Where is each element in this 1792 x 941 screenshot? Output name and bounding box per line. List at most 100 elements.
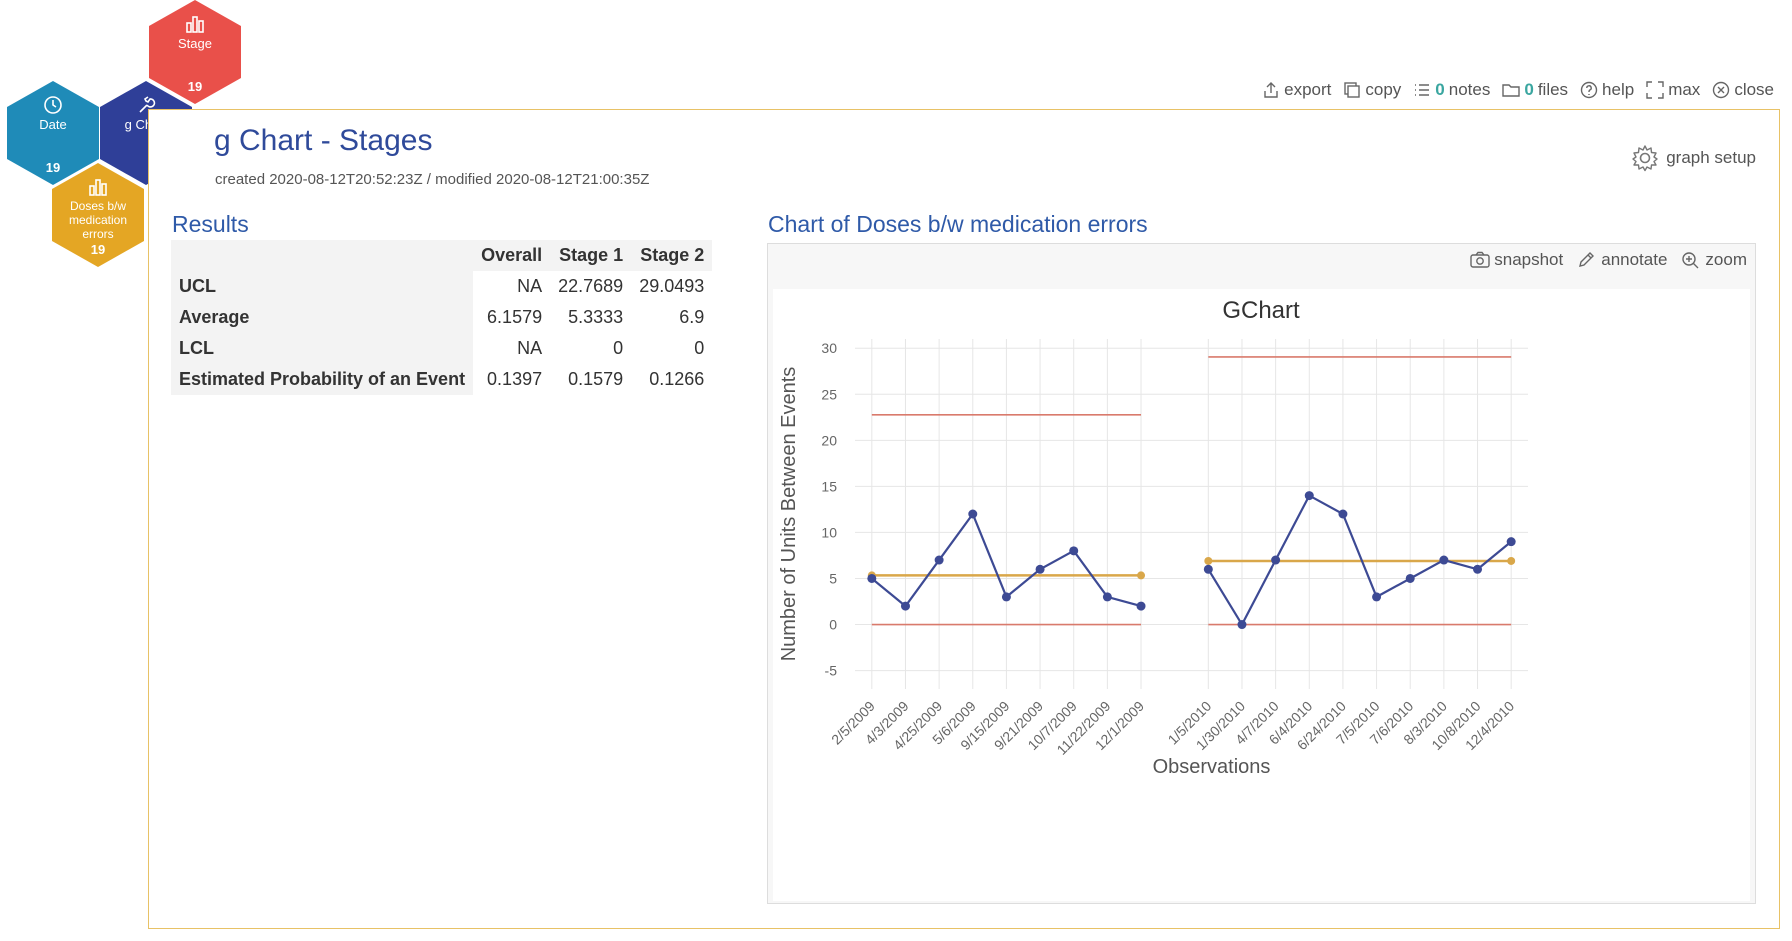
date-hex-count: 19 xyxy=(45,160,61,175)
doses-hex-label-3: errors xyxy=(82,227,114,241)
average-stage1: 5.3333 xyxy=(550,302,632,333)
chart-toolbar: snapshot annotate zoom xyxy=(1470,250,1747,270)
row-label-average: Average xyxy=(171,302,474,333)
graph-setup-button[interactable]: graph setup xyxy=(1630,143,1756,173)
table-row: Average 6.1579 5.3333 6.9 xyxy=(171,302,713,333)
data-point xyxy=(1102,592,1112,602)
y-tick-label: 20 xyxy=(821,432,837,448)
files-button[interactable]: 0 files xyxy=(1502,80,1568,100)
data-point xyxy=(1237,620,1247,630)
page-meta: created 2020-08-12T20:52:23Z / modified … xyxy=(215,171,650,188)
ucl-stage2: 29.0493 xyxy=(631,271,713,302)
data-point xyxy=(1035,564,1045,574)
gear-icon xyxy=(1632,145,1658,172)
stage-hex-node[interactable]: Stage 19 xyxy=(149,0,241,104)
x-axis-label: Observations xyxy=(1153,756,1271,778)
annotate-button[interactable]: annotate xyxy=(1577,250,1667,270)
lcl-stage2: 0 xyxy=(631,333,713,364)
results-header-blank xyxy=(171,240,474,271)
bar-chart-icon xyxy=(89,179,107,196)
results-header-stage2: Stage 2 xyxy=(631,240,713,271)
probability-stage1: 0.1579 xyxy=(550,364,632,395)
data-point xyxy=(1271,555,1281,565)
max-button[interactable]: max xyxy=(1646,80,1700,100)
bar-chart-icon xyxy=(186,16,204,33)
files-label: files xyxy=(1537,80,1569,99)
average-endpoint xyxy=(1507,556,1516,565)
annotate-label: annotate xyxy=(1601,250,1668,269)
data-point xyxy=(867,573,877,583)
pencil-icon xyxy=(1579,252,1595,267)
page-title: g Chart - Stages xyxy=(214,124,433,157)
copy-button[interactable]: copy xyxy=(1343,80,1401,100)
results-table: Overall Stage 1 Stage 2 UCL NA 22.7689 2… xyxy=(171,240,713,395)
wrench-icon xyxy=(139,96,156,113)
chart-section-title: Chart of Doses b/w medication errors xyxy=(768,211,1148,237)
data-point xyxy=(1203,564,1213,574)
list-icon xyxy=(1415,84,1430,96)
export-icon xyxy=(1264,82,1278,98)
y-tick-label: -5 xyxy=(825,663,838,679)
doses-hex-label-2: medication xyxy=(68,213,128,227)
y-tick-label: 25 xyxy=(821,386,837,402)
close-button[interactable]: close xyxy=(1712,80,1774,100)
graph-setup-label: graph setup xyxy=(1666,148,1756,167)
lcl-stage1: 0 xyxy=(550,333,632,364)
notes-button[interactable]: 0 notes xyxy=(1413,80,1490,100)
table-row: UCL NA 22.7689 29.0493 xyxy=(171,271,713,302)
ucl-stage1: 22.7689 xyxy=(550,271,632,302)
row-label-lcl: LCL xyxy=(171,333,474,364)
y-tick-label: 5 xyxy=(829,570,837,586)
export-button[interactable]: export xyxy=(1262,80,1331,100)
probability-stage2: 0.1266 xyxy=(631,364,713,395)
y-tick-label: 0 xyxy=(829,617,837,633)
results-header-stage1: Stage 1 xyxy=(550,240,632,271)
series-line xyxy=(1207,494,1512,627)
data-point xyxy=(968,509,978,519)
data-point xyxy=(1304,491,1314,501)
stage-hex-label: Stage xyxy=(178,36,212,51)
row-label-probability: Estimated Probability of an Event xyxy=(171,364,474,395)
notes-count: 0 xyxy=(1435,80,1445,99)
snapshot-button[interactable]: snapshot xyxy=(1470,250,1563,270)
average-stage2: 6.9 xyxy=(631,302,713,333)
data-point xyxy=(1405,573,1415,583)
y-axis-label: Number of Units Between Events xyxy=(778,367,800,662)
data-point xyxy=(1506,537,1516,547)
data-point xyxy=(1473,564,1483,574)
data-point xyxy=(1136,601,1146,611)
maximize-icon xyxy=(1646,81,1664,99)
data-point xyxy=(1439,555,1449,565)
notes-label: notes xyxy=(1448,80,1491,99)
copy-icon xyxy=(1344,82,1361,98)
zoom-button[interactable]: zoom xyxy=(1681,250,1747,270)
table-row: Estimated Probability of an Event 0.1397… xyxy=(171,364,713,395)
max-label: max xyxy=(1668,80,1701,99)
data-point xyxy=(1069,546,1079,556)
y-tick-label: 30 xyxy=(821,340,837,356)
table-row: LCL NA 0 0 xyxy=(171,333,713,364)
row-label-ucl: UCL xyxy=(171,271,474,302)
clock-icon xyxy=(44,96,62,114)
data-point xyxy=(1338,509,1348,519)
average-endpoint xyxy=(1137,571,1146,580)
y-tick-label: 15 xyxy=(821,478,837,494)
zoom-icon xyxy=(1682,252,1699,269)
ucl-overall: NA xyxy=(473,271,551,302)
zoom-label: zoom xyxy=(1705,250,1747,269)
average-overall: 6.1579 xyxy=(473,302,551,333)
camera-icon xyxy=(1470,251,1490,268)
doses-hex-count: 19 xyxy=(90,242,106,257)
date-hex-label: Date xyxy=(39,117,67,132)
date-hex-node[interactable]: Date 19 xyxy=(7,81,99,185)
help-button[interactable]: help xyxy=(1580,80,1634,100)
window-toolbar: export copy 0 notes 0 files help max clo… xyxy=(1262,80,1774,100)
files-count: 0 xyxy=(1524,80,1534,99)
export-label: export xyxy=(1284,80,1332,99)
data-point xyxy=(1372,592,1382,602)
data-series xyxy=(867,491,1516,630)
y-axis-ticks: -5 0 5 10 15 20 25 30 xyxy=(821,340,837,678)
doses-hex-label-1: Doses b/w xyxy=(69,199,127,213)
doses-hex-node[interactable]: Doses b/w medication errors 19 xyxy=(52,163,144,267)
